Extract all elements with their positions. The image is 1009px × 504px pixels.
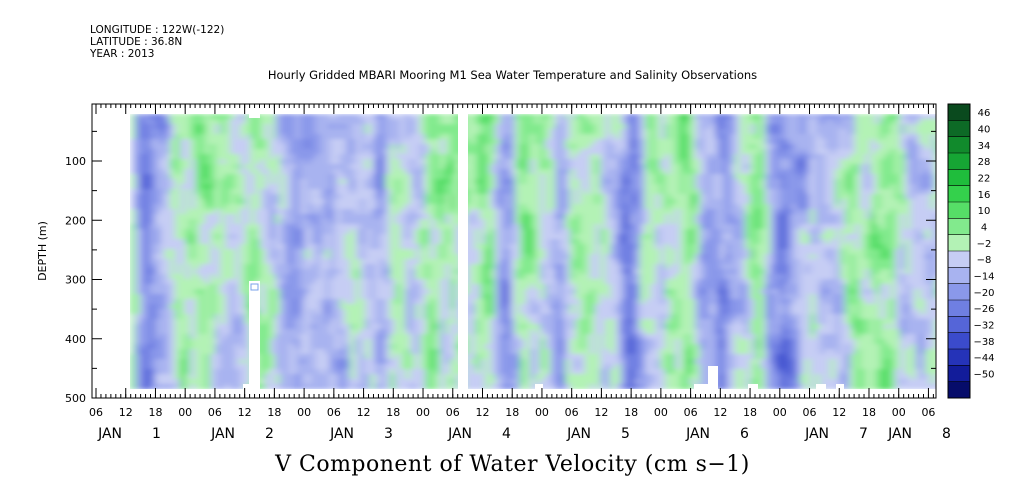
colorbar-label: 46: [978, 108, 991, 119]
y-tick-label: 100: [65, 155, 86, 168]
colorbar-swatch: [948, 300, 970, 317]
plot-frame: [91, 103, 937, 399]
variable-caption: V Component of Water Velocity (cm s−1): [275, 452, 750, 477]
colorbar-swatch: [948, 349, 970, 366]
colorbar-label: 34: [978, 141, 991, 152]
colorbar-swatch: [948, 267, 970, 285]
colorbar-swatch: [948, 120, 970, 138]
x-day-label: JAN 3: [329, 426, 393, 442]
x-tick-label: 00: [178, 406, 192, 419]
y-tick-label: 500: [65, 392, 86, 405]
x-tick-label: 18: [267, 406, 281, 419]
colorbar-label: 16: [978, 190, 991, 201]
x-day-label: JAN 8: [887, 426, 951, 442]
x-tick-label: 00: [297, 406, 311, 419]
x-tick-label: 00: [654, 406, 668, 419]
y-tick-label: 400: [65, 333, 86, 346]
x-tick-label: 06: [208, 406, 222, 419]
colorbar-swatch: [948, 365, 970, 383]
x-tick-label: 12: [119, 406, 133, 419]
colorbar-swatch: [948, 283, 970, 301]
year-label: YEAR : 2013: [90, 48, 155, 60]
axes: 100 200 300 400 500 DEPTH (m) 06 12 18 00 06 12 18 00…: [36, 104, 951, 442]
x-tick-label: 06: [446, 406, 460, 419]
metadata-block: LONGITUDE : 122W(-122) LATITUDE : 36.8N …: [90, 24, 224, 60]
x-tick-label: 00: [773, 406, 787, 419]
x-tick-label: 18: [624, 406, 638, 419]
x-tick-label: 06: [327, 406, 341, 419]
colorbar-label: −38: [973, 337, 994, 348]
colorbar-label: 28: [978, 157, 991, 168]
x-day-label: JAN 2: [210, 426, 274, 442]
y-tick-label: 200: [65, 214, 86, 227]
x-tick-label: 12: [713, 406, 727, 419]
colorbar-swatch: [948, 202, 970, 219]
colorbar-label: −8: [977, 255, 992, 266]
x-tick-label: 12: [475, 406, 489, 419]
colorbar-swatch: [948, 234, 970, 252]
x-tick-label: 06: [921, 406, 935, 419]
colorbar-label: 4: [981, 223, 987, 234]
colorbar-swatch: [948, 153, 970, 170]
x-day-label: JAN 4: [447, 426, 511, 442]
y-axis-label: DEPTH (m): [36, 221, 49, 281]
colorbar-swatch: [948, 251, 970, 268]
x-tick-label: 18: [743, 406, 757, 419]
x-day-label: JAN 1: [97, 426, 161, 442]
colorbar-swatch: [948, 136, 970, 154]
colorbar-label: 10: [978, 206, 991, 217]
colorbar-label: −26: [973, 304, 994, 315]
longitude-label: LONGITUDE : 122W(-122): [90, 24, 225, 36]
x-day-label: JAN 7: [804, 426, 868, 442]
colorbar-swatch: [948, 218, 970, 236]
colorbar-swatch: [948, 316, 970, 334]
y-tick-label: 300: [65, 274, 86, 287]
colorbar-label: −14: [973, 272, 994, 283]
colorbar-swatch: [948, 185, 970, 203]
colorbar-label: −50: [973, 370, 994, 381]
colorbar-label: −2: [977, 239, 992, 250]
colorbar-swatch: [948, 169, 970, 187]
x-tick-label: 06: [565, 406, 579, 419]
x-tick-label: 00: [416, 406, 430, 419]
x-day-label: JAN 6: [685, 426, 749, 442]
x-tick-label: 12: [238, 406, 252, 419]
colorbar-swatch: [948, 104, 970, 121]
colorbar-label: −44: [973, 353, 994, 364]
x-day-label: JAN 5: [566, 426, 630, 442]
colorbar-label: −20: [973, 288, 994, 299]
x-tick-label: 00: [892, 406, 906, 419]
colorbar: 46 40 34 28 22 16 10 4 −2 −8 −14 −20 −26 −32 −38 −44 −50: [947, 103, 995, 399]
chart-title: Hourly Gridded MBARI Mooring M1 Sea Wate…: [267, 68, 758, 82]
x-tick-label: 00: [535, 406, 549, 419]
x-tick-label: 18: [386, 406, 400, 419]
x-tick-label: 12: [357, 406, 371, 419]
x-tick-label: 18: [505, 406, 519, 419]
x-tick-label: 18: [148, 406, 162, 419]
x-tick-label: 12: [594, 406, 608, 419]
colorbar-label: −32: [973, 321, 994, 332]
x-tick-label: 12: [832, 406, 846, 419]
x-tick-label: 06: [684, 406, 698, 419]
colorbar-swatch: [948, 332, 970, 350]
colorbar-swatch: [948, 381, 970, 399]
colorbar-label: 22: [978, 174, 991, 185]
x-tick-label: 06: [89, 406, 103, 419]
missing-data-gaps: [92, 105, 936, 397]
x-tick-label: 06: [803, 406, 817, 419]
colorbar-label: 40: [978, 125, 991, 136]
heatmap-field: [130, 114, 936, 390]
latitude-label: LATITUDE : 36.8N: [90, 36, 183, 48]
x-tick-label: 18: [862, 406, 876, 419]
